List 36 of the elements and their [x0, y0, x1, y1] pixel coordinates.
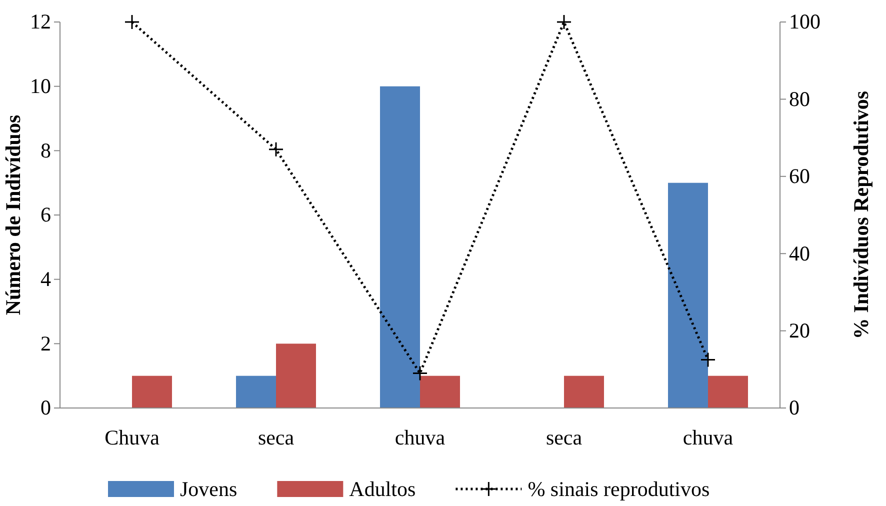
legend-label: Adultos	[349, 477, 416, 501]
y2-tick-label: 100	[789, 10, 820, 34]
y-tick-label: 8	[40, 138, 51, 162]
bar	[132, 376, 172, 408]
y2-axis-title: % Indivíduos Reprodutivos	[849, 90, 873, 340]
point	[556, 14, 572, 30]
bar	[236, 376, 276, 408]
point	[700, 352, 716, 368]
y-tick-label: 4	[40, 267, 52, 292]
y2-tick-label: 60	[789, 164, 810, 188]
bar	[668, 182, 708, 408]
legend-label: % sinais reprodutivos	[528, 477, 710, 501]
y-tick-label: 10	[30, 74, 51, 98]
point	[268, 142, 284, 158]
y-axis-title: Número de Indivíduos	[1, 114, 25, 316]
x-tick-label: chuva	[394, 426, 446, 450]
point	[124, 14, 140, 30]
x-tick-label: seca	[546, 426, 583, 450]
y2-tick-label: 20	[789, 318, 810, 343]
x-tick-label: Chuva	[104, 426, 160, 450]
bar	[564, 376, 604, 408]
y-tick-label: 12	[30, 10, 51, 34]
bar	[380, 86, 420, 408]
point	[412, 366, 428, 382]
bar	[708, 376, 748, 408]
y2-tick-label: 40	[789, 241, 810, 266]
y-tick-label: 0	[40, 396, 51, 420]
bar	[276, 344, 316, 408]
x-tick-label: seca	[258, 426, 295, 450]
x-tick-label: chuva	[682, 426, 734, 450]
y2-tick-label: 0	[789, 396, 800, 420]
y-tick-label: 6	[40, 202, 51, 227]
y2-tick-label: 80	[789, 86, 810, 111]
bar	[420, 376, 460, 408]
legend-label: Jovens	[180, 477, 238, 501]
y-tick-label: 2	[40, 331, 51, 356]
